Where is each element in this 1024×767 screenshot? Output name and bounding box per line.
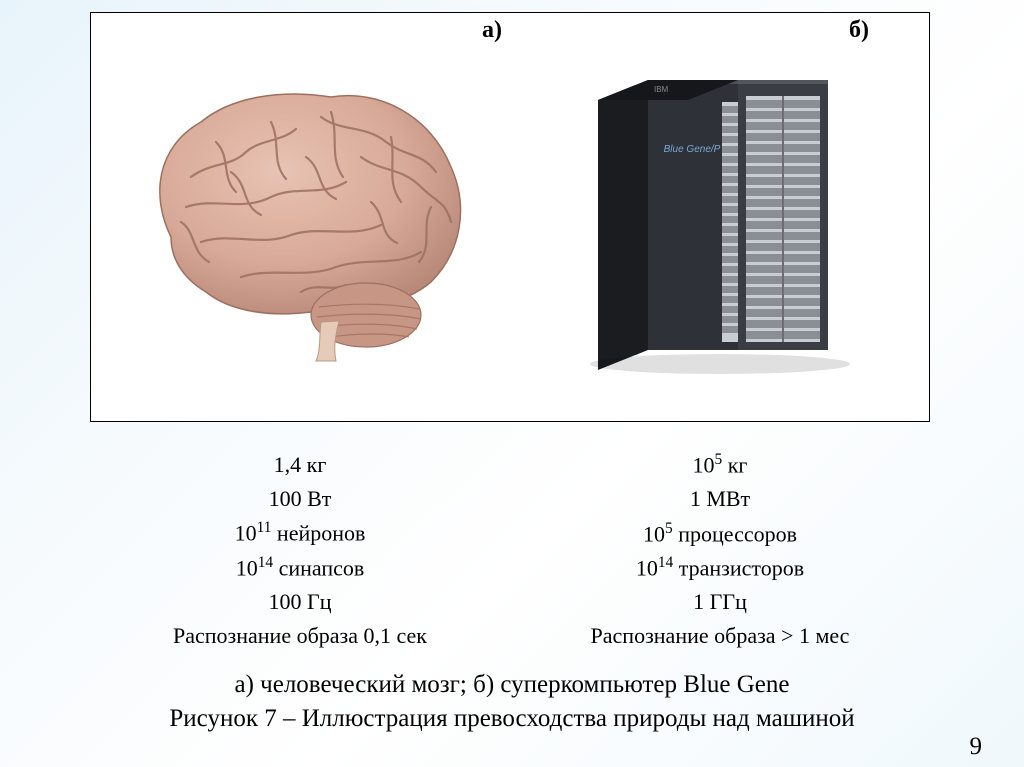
figure-box: а) <box>90 12 930 422</box>
panel-label-b: б) <box>849 17 869 44</box>
specs-row: 1,4 кг100 Вт1011 нейронов1014 синапсов10… <box>90 448 930 654</box>
caption-line-2: Рисунок 7 – Иллюстрация превосходства пр… <box>0 702 1024 736</box>
spec-line: 105 процессоров <box>510 517 930 551</box>
panel-computer: б) Blue Gene/P IBM <box>510 13 929 421</box>
spec-line: 1014 транзисторов <box>510 551 930 585</box>
supercomputer-illustration: Blue Gene/P IBM <box>570 52 870 382</box>
spec-line: Распознание образа 0,1 сек <box>90 619 510 653</box>
svg-text:Blue Gene/P: Blue Gene/P <box>663 144 720 155</box>
panel-label-a: а) <box>482 17 502 44</box>
spec-line: 1 МВт <box>510 482 930 516</box>
panel-brain: а) <box>91 13 510 421</box>
spec-line: 100 Вт <box>90 482 510 516</box>
caption-line-1: а) человеческий мозг; б) суперкомпьютер … <box>0 668 1024 702</box>
page-number: 9 <box>970 733 983 761</box>
spec-line: 105 кг <box>510 448 930 482</box>
spec-line: 1,4 кг <box>90 448 510 482</box>
brain-specs-column: 1,4 кг100 Вт1011 нейронов1014 синапсов10… <box>90 448 510 654</box>
svg-text:IBM: IBM <box>654 85 669 94</box>
spec-line: 1 ГГц <box>510 585 930 619</box>
spec-line: 1014 синапсов <box>90 551 510 585</box>
spec-line: Распознание образа > 1 мес <box>510 619 930 653</box>
spec-line: 100 Гц <box>90 585 510 619</box>
figure-caption: а) человеческий мозг; б) суперкомпьютер … <box>0 668 1024 736</box>
brain-illustration <box>121 67 481 367</box>
spec-line: 1011 нейронов <box>90 516 510 550</box>
computer-specs-column: 105 кг1 МВт105 процессоров1014 транзисто… <box>510 448 930 654</box>
